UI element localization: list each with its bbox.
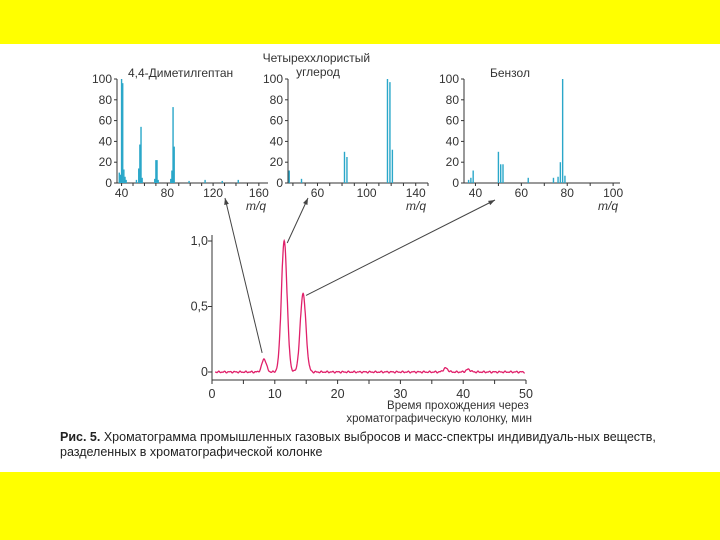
spectrum-x-label: m/q: [246, 199, 266, 213]
peak-arrow-line: [305, 199, 496, 296]
spectrum-x-label: m/q: [598, 199, 618, 213]
chromatogram-y-tick-label: 1,0: [191, 234, 208, 248]
spectrum-x-tick-label: 40: [469, 186, 483, 200]
top-yellow-band: [0, 0, 720, 44]
caption-text: Хроматограмма промышленных газовых выбро…: [60, 430, 656, 459]
chromatogram-x-tick-label: 20: [331, 387, 345, 401]
spectrum-x-tick-label: 80: [161, 186, 175, 200]
chromatogram-x-tick-label: 30: [393, 387, 407, 401]
spectrum-y-tick-label: 40: [99, 134, 113, 148]
spectrum-y-tick-label: 100: [263, 72, 283, 86]
spectrum-title-2-line2: углерод: [296, 65, 340, 79]
spectrum-x-tick-label: 140: [406, 186, 426, 200]
spectrum-x-tick-label: 100: [357, 186, 377, 200]
spectrum-y-tick-label: 80: [99, 93, 113, 107]
spectrum-title-2-line1: Четыреххлористый: [263, 51, 371, 65]
spectrum-y-tick-label: 80: [446, 93, 460, 107]
spectrum-x-tick-label: 40: [115, 186, 129, 200]
spectrum-y-tick-label: 20: [446, 155, 460, 169]
chromatogram-x-tick-label: 50: [519, 387, 533, 401]
peak-arrow-head: [303, 198, 308, 205]
chromatogram-trace: [214, 238, 525, 374]
spectrum-y-tick-label: 0: [105, 176, 112, 190]
spectrum-x-tick-label: 80: [561, 186, 575, 200]
spectrum-y-tick-label: 100: [439, 72, 459, 86]
spectrum-x-tick-label: 100: [603, 186, 623, 200]
chromatogram-xlabel-line2: хроматографическую колонку, мин: [346, 413, 532, 425]
spectrum-y-tick-label: 60: [270, 114, 284, 128]
chromatogram-y-tick-label: 0,5: [191, 300, 208, 314]
peak-arrow-line: [224, 197, 263, 354]
spectrum-x-tick-label: 60: [311, 186, 325, 200]
chromatogram: 0 0,5 1,0 0 10 20 30 40 50: [191, 234, 533, 401]
chromatogram-xlabel-line1: Время прохождения через: [387, 400, 529, 412]
bottom-yellow-band: [0, 472, 720, 540]
spectrum-y-tick-label: 20: [270, 155, 284, 169]
spectrum-x-tick-label: 120: [203, 186, 223, 200]
figure-caption: Рис. 5. Хроматограмма промышленных газов…: [60, 430, 680, 460]
spectrum-x-tick-label: 60: [515, 186, 529, 200]
spectrum-x-label: m/q: [406, 199, 426, 213]
peak-arrows: [224, 197, 496, 354]
spectrum-title-3: Бензол: [490, 66, 530, 80]
spectrum-y-tick-label: 60: [99, 114, 113, 128]
chromatogram-y-tick-label: 0: [201, 365, 208, 379]
caption-label: Рис. 5.: [60, 430, 101, 444]
spectrum-title-2: Четыреххлористый углерод: [263, 51, 374, 79]
chromatogram-x-tick-label: 40: [456, 387, 470, 401]
spectrum-y-tick-label: 100: [92, 72, 112, 86]
spectrum-y-tick-label: 80: [270, 93, 284, 107]
spectrum-x-tick-label: 160: [249, 186, 269, 200]
spectrum-y-tick-label: 60: [446, 114, 460, 128]
peak-arrow-line: [286, 197, 309, 244]
spectrum-y-tick-label: 0: [452, 176, 459, 190]
peak-arrow-head: [224, 198, 229, 205]
spectrum-y-tick-label: 40: [446, 134, 460, 148]
spectrum-y-tick-label: 0: [276, 176, 283, 190]
peak-arrow-head: [488, 200, 495, 206]
spectrum-y-tick-label: 40: [270, 134, 284, 148]
chromatogram-x-tick-label: 0: [209, 387, 216, 401]
spectrum-title-1: 4,4-Диметилгептан: [128, 66, 233, 80]
spectrum-y-tick-label: 20: [99, 155, 113, 169]
chromatogram-x-tick-label: 10: [268, 387, 282, 401]
chromatogram-xlabel: Время прохождения через хроматографическ…: [346, 400, 532, 425]
